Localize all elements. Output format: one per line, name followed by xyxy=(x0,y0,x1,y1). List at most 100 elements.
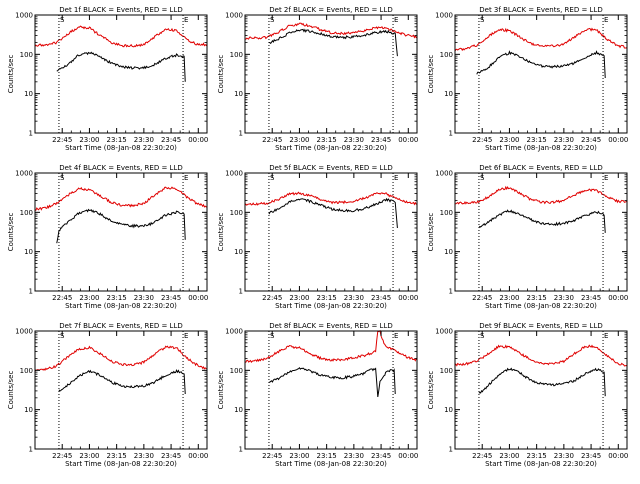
y-tick-label: 1000 xyxy=(435,170,453,178)
plot-frame xyxy=(454,330,628,450)
y-tick-label: 1 xyxy=(29,288,33,296)
x-tick-label: 23:15 xyxy=(317,452,337,460)
chart-title: Det 6f BLACK = Events, RED = LLD xyxy=(479,164,602,172)
y-tick-label: 1000 xyxy=(435,328,453,336)
series-lld-line xyxy=(34,186,208,211)
x-tick-label: 23:30 xyxy=(554,136,574,144)
marker-label-e: E xyxy=(604,174,608,182)
y-tick-label: 1 xyxy=(29,130,33,138)
y-tick-label: 1000 xyxy=(15,170,33,178)
y-tick-label: 1 xyxy=(449,446,453,454)
y-tick-label: 10 xyxy=(24,248,33,256)
x-tick-label: 23:45 xyxy=(161,136,181,144)
chart-panel-8: SE110100100022:4523:0023:1523:3023:4500:… xyxy=(217,322,418,468)
plot-frame xyxy=(244,330,418,450)
chart-panel-4: SE110100100022:4523:0023:1523:3023:4500:… xyxy=(7,164,208,310)
x-axis-label: Start Time (08-Jan-08 22:30:20) xyxy=(275,302,387,310)
y-tick-label: 1000 xyxy=(225,12,243,20)
x-tick-label: 23:45 xyxy=(161,294,181,302)
chart-panel-6: SE110100100022:4523:0023:1523:3023:4500:… xyxy=(427,164,628,310)
x-axis-label: Start Time (08-Jan-08 22:30:20) xyxy=(485,302,597,310)
series-events-line xyxy=(56,208,186,244)
y-tick-label: 1 xyxy=(239,130,243,138)
x-tick-label: 23:45 xyxy=(371,452,391,460)
x-tick-label: 00:00 xyxy=(398,136,418,144)
plot-frame xyxy=(454,14,628,134)
plot-frame xyxy=(34,14,208,134)
chart-panel-9: SE110100100022:4523:0023:1523:3023:4500:… xyxy=(427,322,628,468)
chart-title: Det 9f BLACK = Events, RED = LLD xyxy=(479,322,602,330)
y-tick-label: 1 xyxy=(449,130,453,138)
y-axis-label: Counts/sec xyxy=(427,213,435,252)
y-tick-label: 100 xyxy=(230,367,243,375)
x-tick-label: 23:15 xyxy=(107,452,127,460)
series-events-line xyxy=(268,197,398,229)
x-tick-label: 00:00 xyxy=(608,136,628,144)
y-axis-label: Counts/sec xyxy=(217,55,225,94)
x-tick-label: 00:00 xyxy=(188,136,208,144)
x-tick-label: 23:15 xyxy=(527,136,547,144)
x-tick-label: 00:00 xyxy=(608,452,628,460)
y-tick-label: 100 xyxy=(440,51,453,59)
series-events-line xyxy=(478,367,606,397)
marker-label-e: E xyxy=(184,174,188,182)
chart-title: Det 1f BLACK = Events, RED = LLD xyxy=(59,6,182,14)
series-events-line xyxy=(56,51,186,82)
plot-frame xyxy=(244,14,418,134)
y-tick-label: 1000 xyxy=(15,12,33,20)
x-tick-label: 22:45 xyxy=(262,294,282,302)
series-events-line xyxy=(476,50,606,79)
x-tick-label: 23:30 xyxy=(134,136,154,144)
series-lld-line xyxy=(34,25,208,48)
x-tick-label: 00:00 xyxy=(188,294,208,302)
x-tick-label: 22:45 xyxy=(52,452,72,460)
series-lld-line xyxy=(244,329,418,363)
marker-label-e: E xyxy=(184,16,188,24)
y-tick-label: 10 xyxy=(234,406,243,414)
y-tick-label: 10 xyxy=(24,90,33,98)
x-tick-label: 23:30 xyxy=(344,136,364,144)
marker-label-e: E xyxy=(394,16,398,24)
chart-panel-7: SE110100100022:4523:0023:1523:3023:4500:… xyxy=(7,322,208,468)
x-tick-label: 22:45 xyxy=(52,294,72,302)
x-tick-label: 23:00 xyxy=(499,136,519,144)
series-lld-line xyxy=(454,344,628,367)
chart-title: Det 8f BLACK = Events, RED = LLD xyxy=(269,322,392,330)
x-tick-label: 22:45 xyxy=(52,136,72,144)
x-tick-label: 23:45 xyxy=(371,136,391,144)
x-tick-label: 23:30 xyxy=(134,452,154,460)
y-tick-label: 1000 xyxy=(225,328,243,336)
y-axis-label: Counts/sec xyxy=(427,371,435,410)
x-tick-label: 23:15 xyxy=(107,294,127,302)
x-tick-label: 23:00 xyxy=(79,136,99,144)
marker-label-e: E xyxy=(604,332,608,340)
y-tick-label: 100 xyxy=(440,367,453,375)
x-tick-label: 23:30 xyxy=(554,294,574,302)
y-axis-label: Counts/sec xyxy=(7,213,15,252)
chart-title: Det 2f BLACK = Events, RED = LLD xyxy=(269,6,392,14)
x-axis-label: Start Time (08-Jan-08 22:30:20) xyxy=(65,302,177,310)
x-tick-label: 23:45 xyxy=(581,452,601,460)
x-tick-label: 23:15 xyxy=(107,136,127,144)
x-tick-label: 22:45 xyxy=(262,452,282,460)
plot-frame xyxy=(34,330,208,450)
marker-label-e: E xyxy=(394,174,398,182)
y-tick-label: 10 xyxy=(24,406,33,414)
y-tick-label: 100 xyxy=(440,209,453,217)
series-events-line xyxy=(268,28,398,57)
series-events-line xyxy=(58,368,186,395)
plot-frame xyxy=(34,172,208,292)
x-axis-label: Start Time (08-Jan-08 22:30:20) xyxy=(485,144,597,152)
x-tick-label: 23:45 xyxy=(581,136,601,144)
x-tick-label: 00:00 xyxy=(188,452,208,460)
x-axis-label: Start Time (08-Jan-08 22:30:20) xyxy=(65,460,177,468)
x-tick-label: 23:30 xyxy=(344,294,364,302)
x-tick-label: 23:00 xyxy=(499,452,519,460)
chart-title: Det 7f BLACK = Events, RED = LLD xyxy=(59,322,182,330)
x-tick-label: 22:45 xyxy=(472,452,492,460)
x-tick-label: 23:00 xyxy=(289,136,309,144)
marker-label-e: E xyxy=(394,332,398,340)
chart-panel-2: SE110100100022:4523:0023:1523:3023:4500:… xyxy=(217,6,418,152)
y-tick-label: 100 xyxy=(230,51,243,59)
